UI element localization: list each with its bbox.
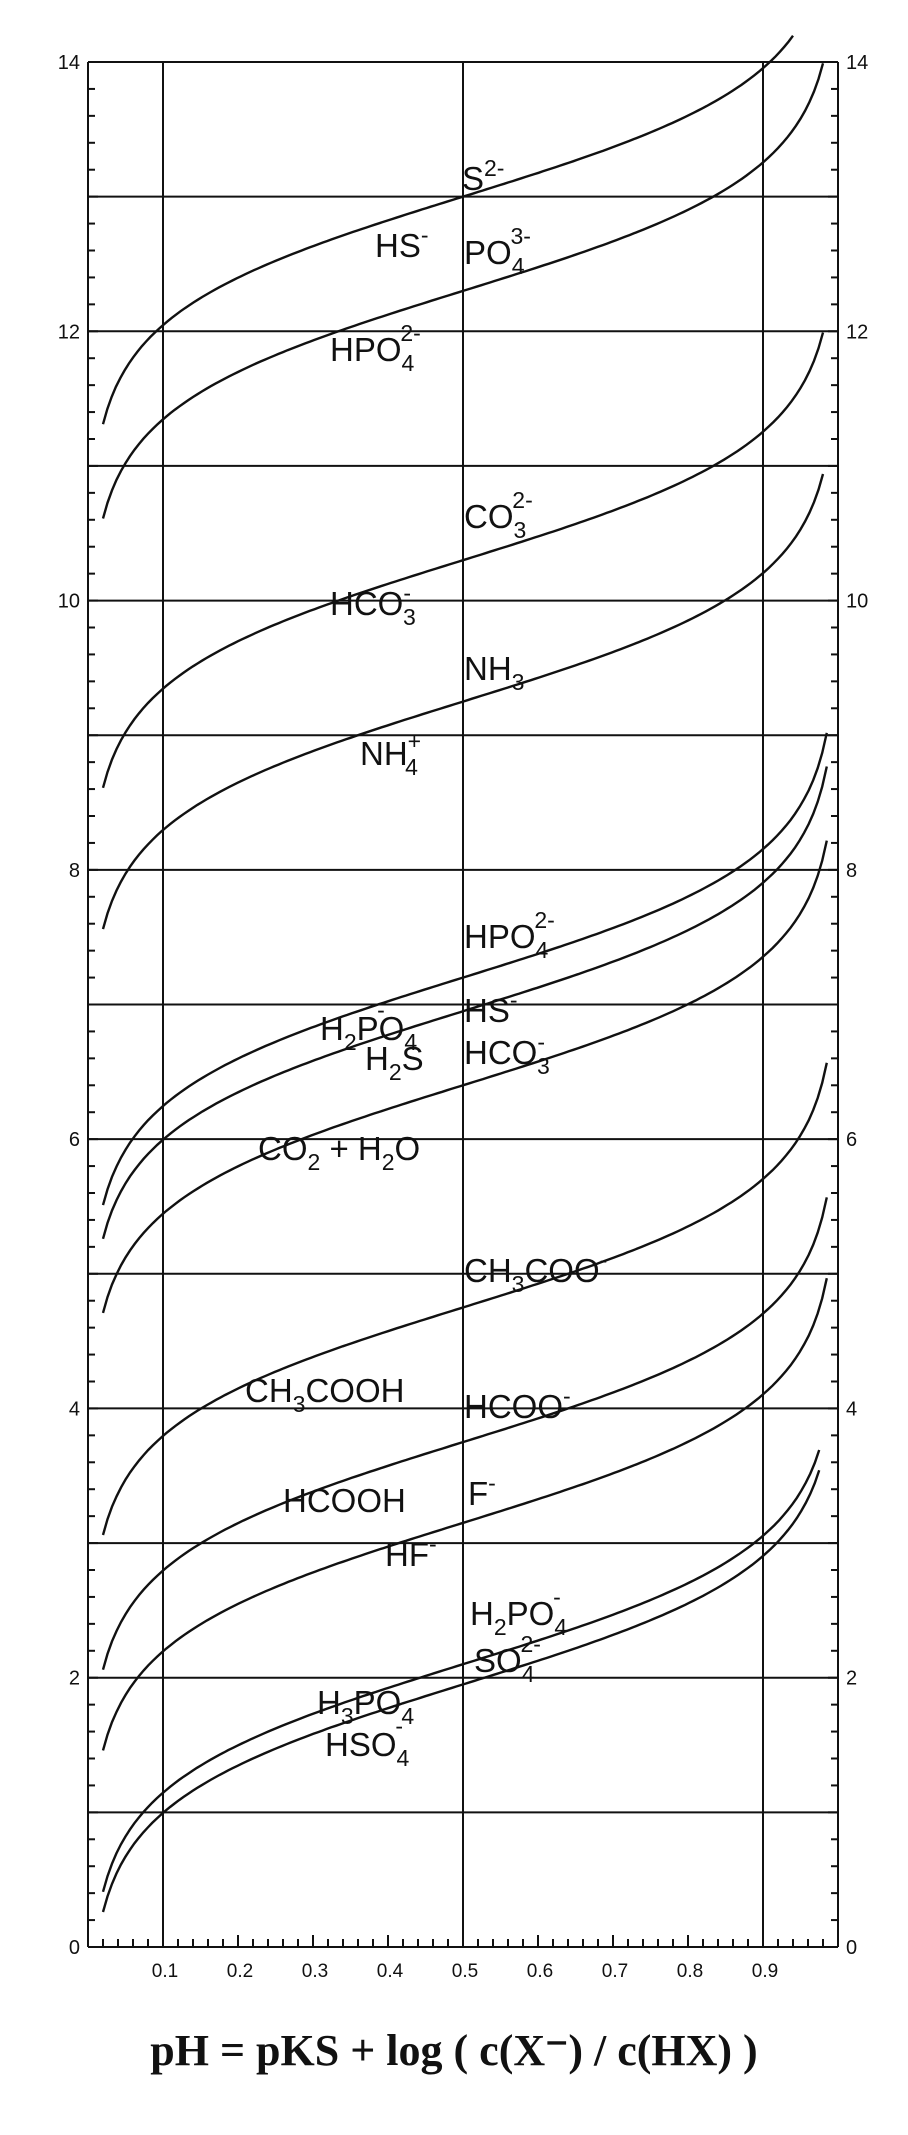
- titration-curve: [101, 1197, 828, 1671]
- y-tick-label-left: 2: [69, 1668, 80, 1690]
- label-f-: F-: [468, 1470, 496, 1512]
- y-tick-label-right: 10: [846, 591, 868, 613]
- titration-curve: [101, 473, 825, 930]
- label-nh3: NH3: [464, 650, 524, 695]
- titration-curve: [101, 34, 794, 425]
- label-hco3-upper: HCO-3: [330, 580, 416, 630]
- label-hco3-lower: HCO-3: [464, 1029, 550, 1079]
- y-tick-label-right: 0: [846, 1937, 857, 1959]
- y-tick-label-right: 12: [846, 321, 868, 343]
- x-tick-label: 0.9: [752, 1961, 778, 1982]
- titration-curve: [101, 332, 825, 789]
- label-co3-2-: CO32-: [464, 487, 533, 543]
- y-tick-label-left: 0: [69, 1937, 80, 1959]
- y-tick-label-right: 6: [846, 1129, 857, 1151]
- x-tick-label: 0.8: [677, 1961, 703, 1982]
- label-hs-lower: HS-: [464, 987, 518, 1029]
- y-tick-label-right: 2: [846, 1668, 857, 1690]
- y-tick-label-left: 12: [58, 321, 80, 343]
- x-tick-label: 0.7: [602, 1961, 628, 1982]
- label-hs-upper: HS-: [375, 222, 429, 264]
- y-tick-label-left: 6: [69, 1129, 80, 1151]
- label-po4-3-: PO43-: [464, 223, 531, 279]
- x-tick-label: 0.3: [302, 1961, 328, 1982]
- y-tick-label-left: 10: [58, 591, 80, 613]
- titration-curve: [101, 732, 828, 1206]
- titration-curve: [101, 62, 825, 519]
- y-tick-label-right: 4: [846, 1398, 857, 1420]
- label-hf: HF-: [385, 1531, 437, 1573]
- label-so4-2-: SO42-: [474, 1631, 541, 1687]
- label-nh4+: NH+ 4: [360, 728, 421, 780]
- y-tick-label-left: 8: [69, 860, 80, 882]
- label-hcooh: HCOOH: [283, 1482, 406, 1519]
- label-ch3coo-: CH3COO-: [464, 1247, 607, 1297]
- x-tick-label: 0.2: [227, 1961, 253, 1982]
- y-tick-label-left: 14: [58, 52, 80, 74]
- curves: [101, 34, 828, 1913]
- x-tick-label: 0.1: [152, 1961, 178, 1982]
- label-co2-h2o: CO2 + H2O: [258, 1130, 420, 1175]
- label-hpo4-2-lower: HPO42-: [464, 907, 555, 963]
- titration-curve: [101, 1449, 821, 1893]
- titration-curve: [101, 1277, 828, 1751]
- x-tick-label: 0.6: [527, 1961, 553, 1982]
- y-tick-label-right: 14: [846, 52, 868, 74]
- label-hso4-: HSO4-: [325, 1713, 410, 1771]
- equation: pH = pKS + log ( c(X⁻) / c(HX) ): [150, 2026, 758, 2075]
- x-tick-label: 0.4: [377, 1961, 404, 1982]
- titration-curve: [101, 766, 828, 1240]
- titration-curve: [101, 840, 828, 1314]
- y-tick-label-right: 8: [846, 860, 857, 882]
- species-labels: S2- HS- PO43- HPO42- CO32- HCO-3 NH3 NH+…: [245, 155, 607, 1771]
- label-s2-: S2-: [462, 155, 504, 197]
- label-ch3cooh: CH3COOH: [245, 1372, 404, 1417]
- ticks: 0 2 4 6 8 10 12 14 0 2 4 6 8 10 12 14 0.1 0.2 0.3 0.4 0.5 0.6…: [58, 52, 869, 1982]
- label-h2po4-lower: H2PO4-: [470, 1584, 567, 1640]
- titration-curve: [101, 1062, 828, 1536]
- x-tick-label: 0.5: [452, 1961, 478, 1982]
- label-hcoo-: HCOO-: [464, 1383, 571, 1425]
- y-tick-label-left: 4: [69, 1398, 80, 1420]
- titration-curve: [101, 1469, 821, 1913]
